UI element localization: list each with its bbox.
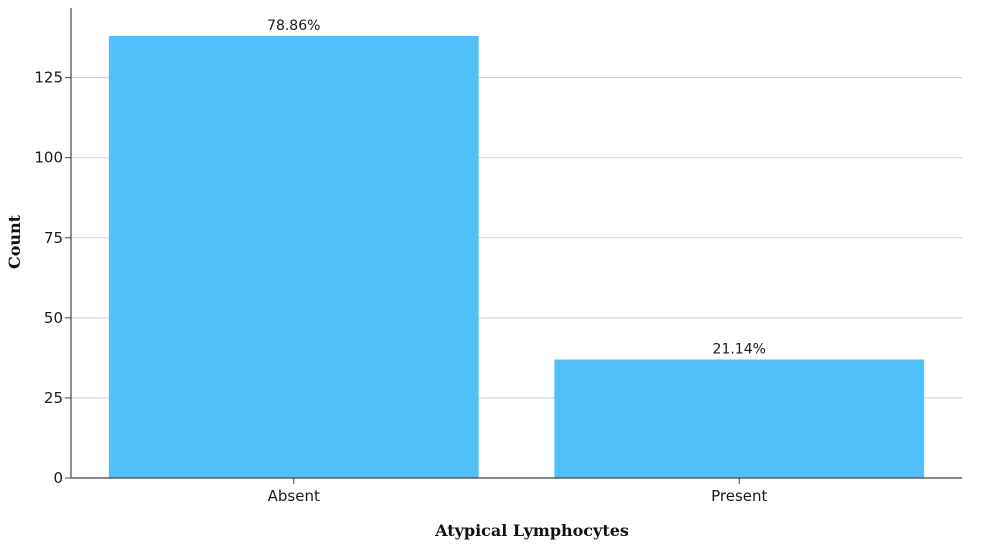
y-tick-label: 125 <box>34 69 63 87</box>
y-tick-label: 50 <box>44 309 63 327</box>
y-tick-label: 100 <box>34 149 63 167</box>
bar-present <box>554 359 925 478</box>
y-tick-label: 75 <box>44 229 63 247</box>
bar-absent <box>108 36 479 478</box>
data-label: 78.86% <box>267 18 320 34</box>
data-label: 21.14% <box>713 341 766 357</box>
y-tick-label: 25 <box>44 389 63 407</box>
x-tick-labels: Absent Present <box>268 478 768 505</box>
x-tick-label: Absent <box>268 487 320 505</box>
y-tick-label: 0 <box>53 469 63 487</box>
x-tick-label: Present <box>711 487 767 505</box>
x-axis-title: Atypical Lymphocytes <box>434 521 629 540</box>
axes <box>70 8 962 479</box>
y-tick-labels: 0 25 50 75 100 125 <box>34 69 71 487</box>
data-labels: 78.86% 21.14% <box>267 18 766 357</box>
y-axis-title: Count <box>5 214 24 269</box>
bars <box>108 36 925 478</box>
